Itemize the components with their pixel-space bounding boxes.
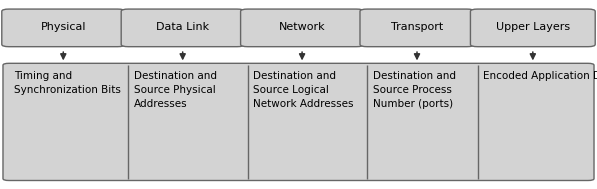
- Text: Destination and
Source Process
Number (ports): Destination and Source Process Number (p…: [373, 71, 456, 109]
- FancyBboxPatch shape: [121, 9, 244, 47]
- FancyBboxPatch shape: [470, 9, 595, 47]
- Text: Physical: Physical: [41, 22, 86, 32]
- Text: Encoded Application Data: Encoded Application Data: [483, 71, 597, 81]
- FancyBboxPatch shape: [241, 9, 364, 47]
- FancyBboxPatch shape: [360, 9, 474, 47]
- Text: Destination and
Source Physical
Addresses: Destination and Source Physical Addresse…: [134, 71, 217, 109]
- Text: Timing and
Synchronization Bits: Timing and Synchronization Bits: [14, 71, 121, 95]
- Text: Destination and
Source Logical
Network Addresses: Destination and Source Logical Network A…: [253, 71, 353, 109]
- FancyBboxPatch shape: [3, 63, 594, 180]
- FancyBboxPatch shape: [2, 9, 125, 47]
- Text: Upper Layers: Upper Layers: [496, 22, 570, 32]
- Text: Transport: Transport: [391, 22, 443, 32]
- Text: Network: Network: [279, 22, 325, 32]
- Text: Data Link: Data Link: [156, 22, 209, 32]
